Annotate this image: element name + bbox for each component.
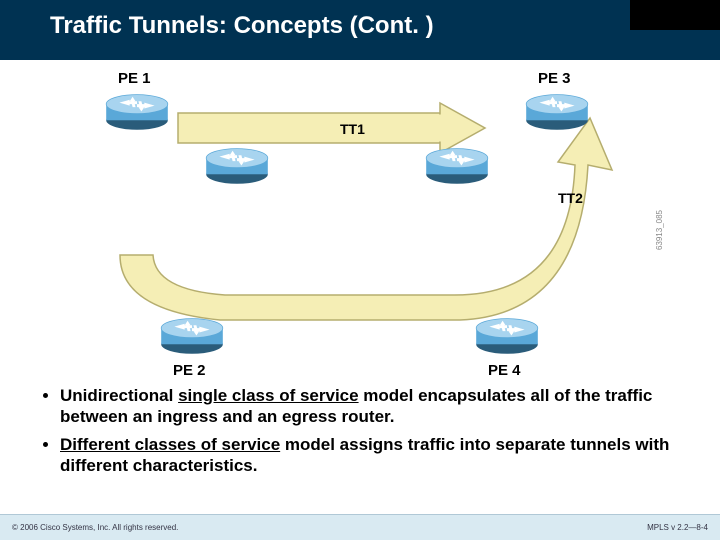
bullet-1-underline: single class of service [178, 386, 359, 405]
router-icon-pe4 [470, 312, 544, 356]
bullet-2-underline: Different classes of service [60, 435, 280, 454]
router-icon-p2 [420, 142, 494, 186]
bullet-1-pre: Unidirectional [60, 386, 178, 405]
slide-title: Traffic Tunnels: Concepts (Cont. ) [50, 12, 434, 40]
bullet-list: Unidirectional single class of service m… [40, 385, 680, 482]
footer-pageref: MPLS v 2.2—8-4 [647, 523, 708, 532]
router-label-pe2: PE 2 [173, 362, 206, 379]
tunnel-label-tt2: TT2 [558, 190, 583, 206]
router-label-pe1: PE 1 [118, 70, 151, 87]
tunnel-label-tt1: TT1 [340, 121, 365, 137]
diagram-citation: 63913_085 [655, 210, 664, 250]
router-label-pe3: PE 3 [538, 70, 571, 87]
router-icon-p1 [200, 142, 274, 186]
router-icon-pe1 [100, 88, 174, 132]
router-icon-pe3 [520, 88, 594, 132]
router-icon-pe2 [155, 312, 229, 356]
slide-footer: © 2006 Cisco Systems, Inc. All rights re… [0, 514, 720, 540]
bullet-2: Different classes of service model assig… [60, 434, 680, 477]
header-accent [630, 0, 720, 30]
slide-header: Traffic Tunnels: Concepts (Cont. ) [0, 0, 720, 60]
bullet-1: Unidirectional single class of service m… [60, 385, 680, 428]
router-label-pe4: PE 4 [488, 362, 521, 379]
tunnel-tt2 [120, 118, 612, 320]
network-diagram: TT1 TT2 [60, 70, 660, 380]
footer-copyright: © 2006 Cisco Systems, Inc. All rights re… [12, 523, 178, 532]
